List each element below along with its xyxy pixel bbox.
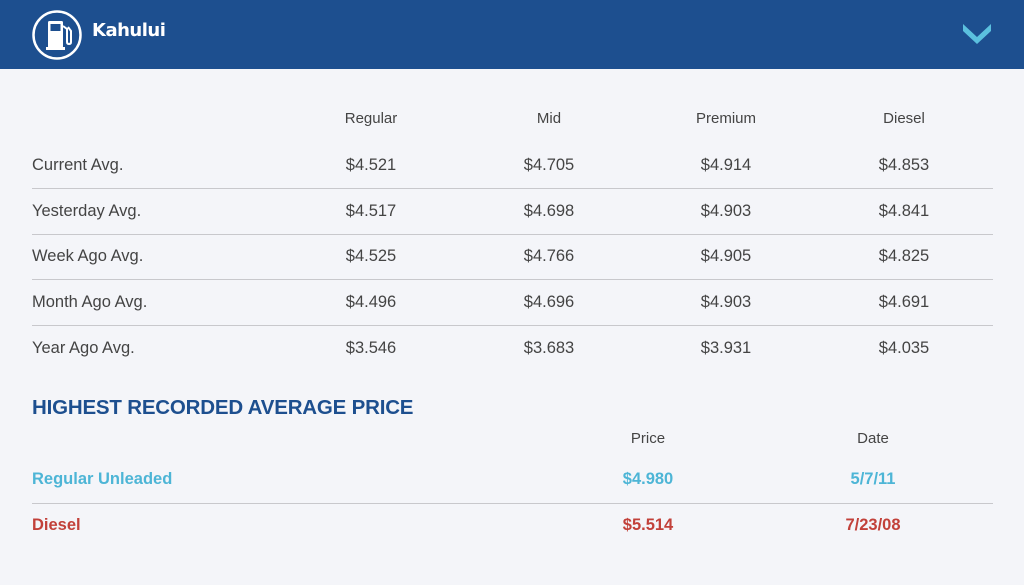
price-regular: $4.521 (345, 156, 397, 174)
price-diesel: $4.825 (878, 247, 930, 265)
table-row: Week Ago Avg. $4.525 $4.766 $4.905 $4.82… (32, 234, 993, 280)
row-label: Month Ago Avg. (32, 293, 148, 311)
col-header-date: Date (857, 430, 889, 447)
price-premium: $4.905 (700, 247, 752, 265)
row-label: Year Ago Avg. (32, 339, 135, 357)
table-row: Month Ago Avg. $4.496 $4.696 $4.903 $4.6… (32, 280, 993, 326)
fuel-label: Diesel (32, 516, 81, 534)
price-mid: $4.705 (523, 156, 575, 174)
price-regular: $3.546 (345, 339, 397, 357)
section-title: HIGHEST RECORDED AVERAGE PRICE (32, 396, 414, 419)
record-date: 7/23/08 (845, 516, 901, 534)
price-mid: $4.696 (523, 293, 575, 311)
price-mid: $4.766 (523, 247, 575, 265)
price-mid: $4.698 (523, 202, 575, 220)
price-premium: $4.903 (700, 293, 752, 311)
record-date: 5/7/11 (850, 470, 896, 488)
location-title: Kahului (92, 20, 166, 41)
price-regular: $4.525 (345, 247, 397, 265)
header-bar: Kahului (0, 0, 1024, 69)
row-label: Current Avg. (32, 156, 124, 174)
col-header-diesel: Diesel (883, 110, 925, 127)
price-mid: $3.683 (523, 339, 575, 357)
record-price: $5.514 (622, 516, 674, 534)
gas-pump-icon (32, 10, 82, 60)
table-row: Current Avg. $4.521 $4.705 $4.914 $4.853 (32, 143, 993, 189)
row-label: Week Ago Avg. (32, 247, 144, 265)
price-diesel: $4.035 (878, 339, 930, 357)
price-premium: $4.914 (700, 156, 752, 174)
price-diesel: $4.691 (878, 293, 930, 311)
price-diesel: $4.841 (878, 202, 930, 220)
price-regular: $4.496 (345, 293, 397, 311)
table-row: Diesel $5.514 7/23/08 (32, 503, 993, 549)
col-header-price: Price (630, 430, 666, 447)
chevron-down-icon[interactable] (961, 20, 993, 46)
price-premium: $4.903 (700, 202, 752, 220)
col-header-mid: Mid (536, 110, 562, 127)
fuel-label: Regular Unleaded (32, 470, 173, 488)
price-diesel: $4.853 (878, 156, 930, 174)
record-price: $4.980 (622, 470, 674, 488)
table-row: Regular Unleaded $4.980 5/7/11 (32, 457, 993, 504)
col-header-premium: Premium (695, 110, 757, 127)
row-label: Yesterday Avg. (32, 202, 142, 220)
table-row: Year Ago Avg. $3.546 $3.683 $3.931 $4.03… (32, 326, 993, 371)
price-regular: $4.517 (345, 202, 397, 220)
col-header-regular: Regular (344, 110, 398, 127)
table-row: Yesterday Avg. $4.517 $4.698 $4.903 $4.8… (32, 189, 993, 235)
price-premium: $3.931 (700, 339, 752, 357)
